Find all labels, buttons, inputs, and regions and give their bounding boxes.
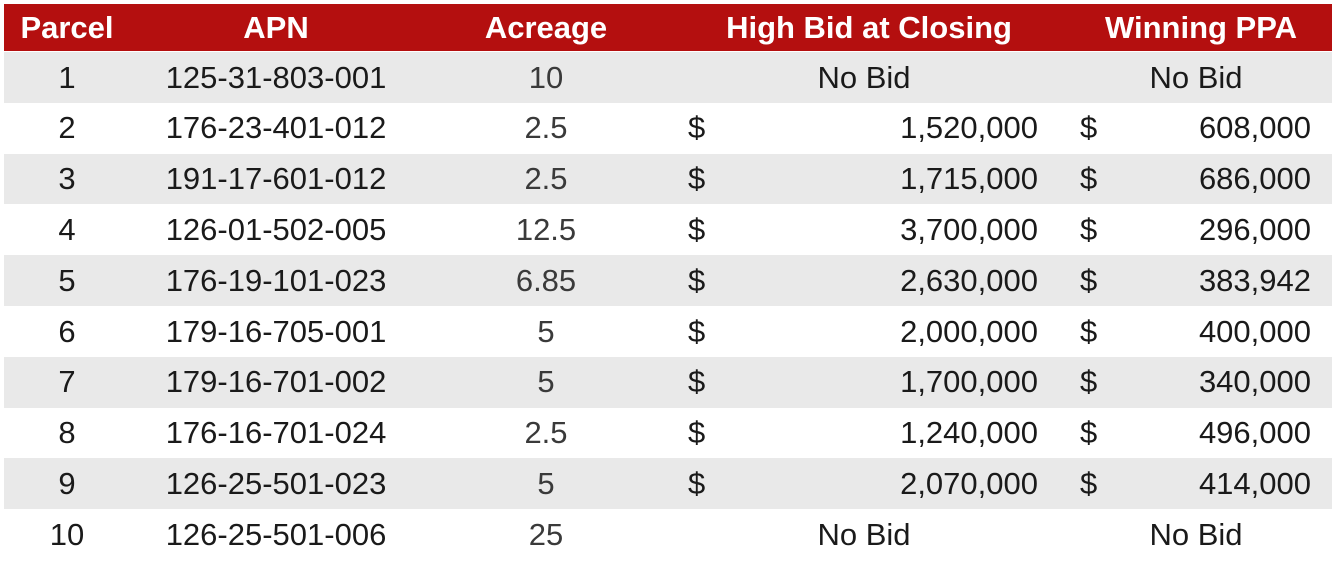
cell-winning-ppa: 686,000	[1198, 161, 1311, 197]
cell-winning-ppa: 296,000	[1198, 211, 1311, 247]
table-row: 3 191-17-601-012 2.5 $1,715,000 $686,000	[4, 153, 1332, 205]
cell-parcel: 9	[58, 465, 76, 501]
cell-parcel: 6	[58, 313, 76, 349]
header-acreage: Acreage	[484, 9, 608, 45]
cell-high-bid: 1,700,000	[900, 364, 1038, 400]
currency-symbol: $	[1080, 415, 1098, 451]
cell-acreage: 2.5	[524, 161, 568, 197]
cell-apn: 176-23-401-012	[165, 110, 387, 146]
cell-high-bid: 2,630,000	[900, 262, 1038, 298]
cell-high-bid: 3,700,000	[900, 211, 1038, 247]
currency-symbol: $	[688, 211, 706, 247]
cell-winning-ppa: 400,000	[1198, 313, 1311, 349]
cell-parcel: 1	[58, 59, 76, 95]
cell-acreage: 10	[528, 59, 564, 95]
cell-high-bid: No Bid	[817, 59, 911, 95]
cell-apn: 176-19-101-023	[165, 262, 387, 298]
cell-winning-ppa: 383,942	[1198, 262, 1311, 298]
table-row: 5 176-19-101-023 6.85 $2,630,000 $383,942	[4, 255, 1332, 307]
table-row: 2 176-23-401-012 2.5 $1,520,000 $608,000	[4, 102, 1332, 154]
table-row: 8 176-16-701-024 2.5 $1,240,000 $496,000	[4, 407, 1332, 459]
cell-acreage: 12.5	[515, 211, 577, 247]
cell-apn: 126-01-502-005	[165, 211, 387, 247]
cell-acreage: 5	[537, 364, 555, 400]
cell-acreage: 5	[537, 465, 555, 501]
cell-winning-ppa: 340,000	[1198, 364, 1311, 400]
header-apn: APN	[243, 9, 309, 45]
currency-symbol: $	[688, 262, 706, 298]
header-high-bid: High Bid at Closing	[726, 9, 1012, 45]
table-row: 6 179-16-705-001 5 $2,000,000 $400,000	[4, 306, 1332, 357]
cell-high-bid: 1,520,000	[900, 110, 1038, 146]
currency-symbol: $	[1080, 364, 1098, 400]
cell-high-bid: 1,240,000	[900, 415, 1038, 451]
currency-symbol: $	[688, 313, 706, 349]
cell-winning-ppa: 496,000	[1198, 415, 1311, 451]
cell-winning-ppa: 414,000	[1198, 465, 1311, 501]
currency-symbol: $	[688, 415, 706, 451]
cell-high-bid: 1,715,000	[900, 161, 1038, 197]
currency-symbol: $	[1080, 465, 1098, 501]
cell-parcel: 2	[58, 110, 76, 146]
cell-acreage: 2.5	[524, 415, 568, 451]
cell-parcel: 7	[58, 364, 76, 400]
cell-winning-ppa: No Bid	[1149, 59, 1243, 95]
cell-parcel: 8	[58, 415, 76, 451]
cell-apn: 126-25-501-006	[165, 516, 387, 552]
cell-apn: 176-16-701-024	[165, 415, 387, 451]
cell-parcel: 4	[58, 211, 76, 247]
cell-acreage: 25	[528, 516, 564, 552]
cell-acreage: 6.85	[515, 262, 577, 298]
table-header: Parcel APN Acreage High Bid at Closing W…	[4, 4, 1332, 51]
table-row: 10 126-25-501-006 25 No Bid No Bid	[4, 509, 1332, 561]
header-winning-ppa: Winning PPA	[1104, 9, 1297, 45]
table-row: 7 179-16-701-002 5 $1,700,000 $340,000	[4, 356, 1332, 408]
currency-symbol: $	[688, 364, 706, 400]
currency-symbol: $	[1080, 313, 1098, 349]
table-row: 4 126-01-502-005 12.5 $3,700,000 $296,000	[4, 204, 1332, 256]
cell-apn: 179-16-701-002	[165, 364, 387, 400]
table-row: 1 125-31-803-001 10 No Bid No Bid	[4, 52, 1332, 103]
cell-winning-ppa: 608,000	[1198, 110, 1311, 146]
cell-parcel: 10	[49, 516, 85, 552]
cell-high-bid: 2,070,000	[900, 465, 1038, 501]
currency-symbol: $	[1080, 110, 1098, 146]
cell-acreage: 2.5	[524, 110, 568, 146]
cell-apn: 125-31-803-001	[165, 59, 387, 95]
cell-acreage: 5	[537, 313, 555, 349]
currency-symbol: $	[1080, 211, 1098, 247]
currency-symbol: $	[1080, 262, 1098, 298]
currency-symbol: $	[1080, 161, 1098, 197]
cell-winning-ppa: No Bid	[1149, 516, 1243, 552]
currency-symbol: $	[688, 465, 706, 501]
header-parcel: Parcel	[20, 9, 114, 45]
cell-apn: 191-17-601-012	[165, 161, 387, 197]
currency-symbol: $	[688, 161, 706, 197]
table-row: 9 126-25-501-023 5 $2,070,000 $414,000	[4, 458, 1332, 510]
cell-high-bid: No Bid	[817, 516, 911, 552]
cell-apn: 126-25-501-023	[165, 465, 387, 501]
currency-symbol: $	[688, 110, 706, 146]
cell-parcel: 3	[58, 161, 76, 197]
cell-parcel: 5	[58, 262, 76, 298]
cell-high-bid: 2,000,000	[900, 313, 1038, 349]
cell-apn: 179-16-705-001	[165, 313, 387, 349]
